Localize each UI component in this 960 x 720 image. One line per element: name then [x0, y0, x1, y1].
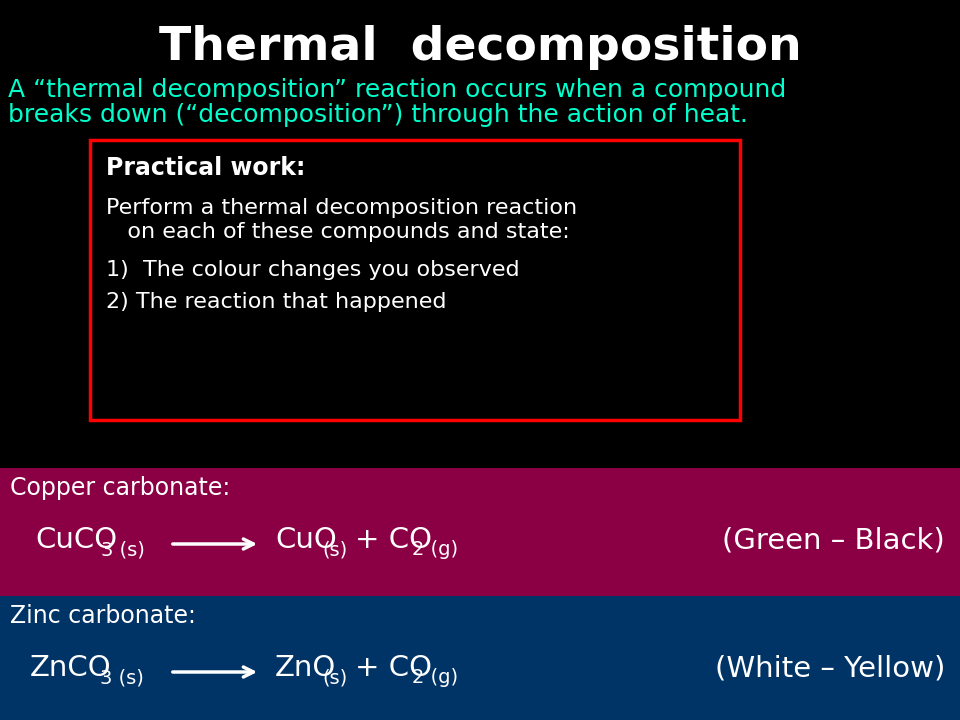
FancyBboxPatch shape	[90, 140, 740, 420]
Text: (s): (s)	[322, 540, 348, 559]
Text: breaks down (“decomposition”) through the action of heat.: breaks down (“decomposition”) through th…	[8, 103, 748, 127]
Text: 2 (g): 2 (g)	[412, 668, 458, 687]
Text: CuCO: CuCO	[35, 526, 117, 554]
Text: + CO: + CO	[355, 654, 432, 682]
Text: Perform a thermal decomposition reaction: Perform a thermal decomposition reaction	[106, 198, 577, 218]
Text: CuO: CuO	[275, 526, 337, 554]
Text: + CO: + CO	[355, 526, 432, 554]
Text: Practical work:: Practical work:	[106, 156, 305, 180]
Text: Zinc carbonate:: Zinc carbonate:	[10, 604, 196, 628]
Text: 1)  The colour changes you observed: 1) The colour changes you observed	[106, 260, 519, 280]
Text: 3 (s): 3 (s)	[101, 540, 145, 559]
Bar	[0, 596, 960, 720]
Text: 3 (s): 3 (s)	[100, 668, 144, 687]
Bar	[0, 468, 960, 596]
Text: on each of these compounds and state:: on each of these compounds and state:	[106, 222, 569, 242]
Text: ZnCO: ZnCO	[30, 654, 111, 682]
Text: 2 (g): 2 (g)	[412, 540, 458, 559]
Text: (s): (s)	[322, 668, 348, 687]
Text: 2) The reaction that happened: 2) The reaction that happened	[106, 292, 446, 312]
Text: Copper carbonate:: Copper carbonate:	[10, 476, 230, 500]
Text: A “thermal decomposition” reaction occurs when a compound: A “thermal decomposition” reaction occur…	[8, 78, 786, 102]
Text: (Green – Black): (Green – Black)	[722, 526, 945, 554]
Text: (White – Yellow): (White – Yellow)	[714, 654, 945, 682]
Text: Thermal  decomposition: Thermal decomposition	[158, 25, 802, 71]
Text: ZnO: ZnO	[275, 654, 336, 682]
